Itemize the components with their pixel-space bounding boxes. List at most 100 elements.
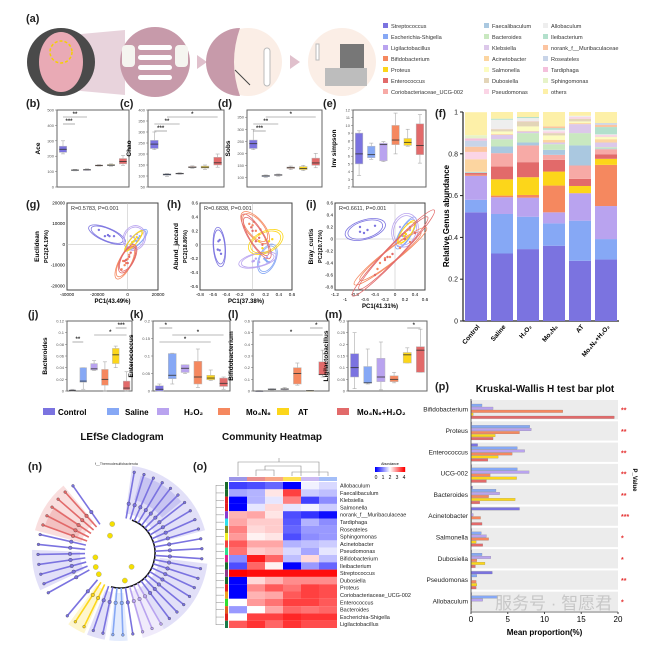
box-1 <box>363 348 373 385</box>
bar-segment-Proteus <box>595 158 617 165</box>
plot-frame <box>199 202 293 291</box>
confidence-ellipse <box>396 220 417 245</box>
panel-label-f: (f) <box>435 108 446 120</box>
y-tick-label: 0.2 <box>327 225 334 230</box>
significance-stars: * <box>413 323 416 329</box>
row-group-strip <box>225 547 228 555</box>
box-iqr <box>213 157 222 166</box>
row-background <box>471 549 618 569</box>
heatmap-cell <box>247 540 265 548</box>
x-axis-label: PC1(41.31%) <box>362 304 398 310</box>
heatmap-cell <box>301 569 319 577</box>
bar-segment-Dubosiella <box>517 121 539 127</box>
legend-item: Ileibacterium <box>543 34 583 41</box>
taxon-node <box>151 476 155 480</box>
heatmap-cell <box>265 540 283 548</box>
legend-item: Proteus <box>383 67 410 74</box>
heatmap-cell <box>319 511 337 519</box>
heatmap-cell <box>247 606 265 614</box>
taxon-node <box>42 582 46 586</box>
confidence-ellipse <box>213 229 226 265</box>
box-1 <box>71 168 79 172</box>
heatmap-cell <box>319 562 337 570</box>
taxon-branch <box>43 565 88 585</box>
legend-swatch <box>383 34 388 39</box>
bar-segment-others <box>543 112 565 127</box>
heatmap-cell <box>283 613 301 621</box>
y-tick-label: 0.2 <box>144 319 150 324</box>
heatmap-cell <box>265 525 283 534</box>
box-5 <box>219 376 228 390</box>
box-3 <box>293 362 302 386</box>
heatmap-cell <box>229 555 247 563</box>
panel-b-boxplot: 0 100 200 300 400 500 Ace ***** <box>35 108 130 190</box>
bar-0 <box>470 443 478 447</box>
sample-point <box>251 229 254 233</box>
heatmap-cell <box>319 606 337 614</box>
legend-label: Control <box>58 408 86 417</box>
heatmap-cell <box>229 620 247 628</box>
taxon-node <box>187 594 192 599</box>
taxon-node <box>46 591 50 595</box>
panel-label-e: (e) <box>323 98 337 110</box>
color-scale-step <box>388 467 390 472</box>
legend-label: Mo₄N₆ <box>246 408 271 417</box>
panel-j-boxplot: 00.020.040.060.080.10.12Bacteroides*****… <box>42 319 133 394</box>
row-label: Sphingomonas <box>340 535 377 541</box>
sample-point <box>218 238 221 242</box>
y-tick-label: 0.05 <box>142 371 151 376</box>
plot-frame <box>66 202 159 291</box>
bar-5 <box>470 564 476 568</box>
sample-point <box>123 263 126 267</box>
y-tick-label: 20000 <box>52 201 65 206</box>
bar-4 <box>470 583 477 587</box>
clade-sector <box>68 585 104 634</box>
sample-point <box>248 222 251 226</box>
box-iqr <box>193 361 203 385</box>
confidence-ellipse <box>248 229 284 255</box>
taxon-node <box>73 620 77 624</box>
legend-label: Faecalibaculum <box>492 24 532 30</box>
heatmap-cell <box>229 518 247 526</box>
y-axis-label: PC2(18.86%) <box>183 230 189 263</box>
sample-point <box>261 247 264 250</box>
color-scale-step <box>394 467 396 472</box>
sample-point <box>366 228 369 232</box>
sample-point <box>112 234 116 238</box>
bar-3 <box>470 580 477 584</box>
confidence-ellipse <box>391 213 419 248</box>
row-label: Pseudomonas <box>340 549 375 555</box>
category-label: Proteus <box>446 428 469 435</box>
y-tick-label: 0.4 <box>244 342 250 347</box>
legend-swatch <box>218 408 230 415</box>
y-tick-label: 0.3 <box>244 354 250 359</box>
bar-5 <box>470 501 480 504</box>
taxon-branch <box>92 585 110 631</box>
heatmap-cell <box>301 576 319 585</box>
taxon-node <box>141 630 145 634</box>
scale-tick-label: 3 <box>396 475 399 481</box>
heatmap-cell <box>247 613 265 621</box>
panel-label-a: (a) <box>26 13 40 25</box>
x-tick-label: -0.8 <box>351 292 359 297</box>
taxon-branch <box>154 554 202 560</box>
heatmap-cell <box>319 547 337 555</box>
sample-point <box>261 243 264 246</box>
y-tick-label: 0.6 <box>192 201 199 206</box>
stacked-bar-5 <box>595 112 617 321</box>
color-scale-step <box>404 467 406 472</box>
legend-swatch <box>383 56 388 61</box>
row-label: Dubosiella <box>340 578 367 584</box>
bar-segment-Enterococcus <box>465 173 487 175</box>
x-tick-label: AT <box>575 324 586 335</box>
legend-swatch <box>157 408 169 415</box>
row-group-strip <box>225 584 228 592</box>
bar-segment-Enterococcus <box>517 162 539 178</box>
heatmap-cell <box>301 540 319 548</box>
x-tick-label: -0.2 <box>235 292 243 297</box>
taxon-node <box>163 530 168 535</box>
box-iqr <box>90 363 98 371</box>
heatmap-cell <box>319 591 337 599</box>
bar-segment-Ligilactobacillus <box>543 212 565 224</box>
